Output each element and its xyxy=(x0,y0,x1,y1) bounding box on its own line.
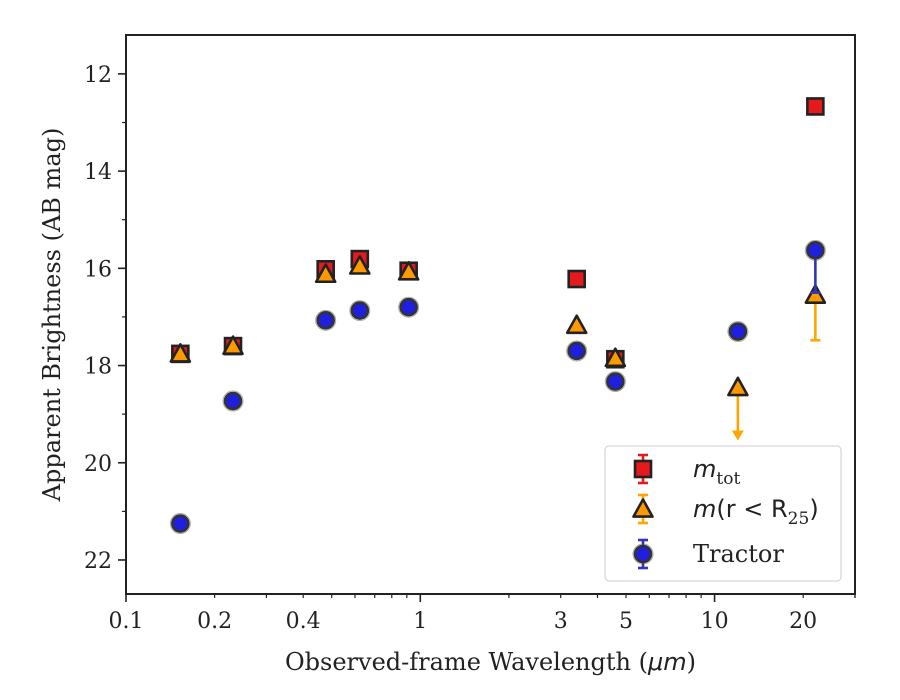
data-point-halo xyxy=(222,390,244,412)
x-tick-label: 20 xyxy=(789,609,817,634)
data-point xyxy=(314,263,337,284)
plot-area: 0.1 0.2 0.4 1 3 5 10 20 12 14 16 18 20 22 xyxy=(84,34,856,634)
legend-item-m-tot: mtot xyxy=(633,453,740,489)
data-point-halo xyxy=(804,239,826,261)
legend-symbol-halo xyxy=(632,543,654,565)
series-circle xyxy=(169,239,826,535)
data-point xyxy=(316,311,335,330)
data-point xyxy=(567,269,587,289)
y-tick-label: 12 xyxy=(84,63,112,88)
y-axis-label: Apparent Brightness (AB mag) xyxy=(38,128,66,503)
data-point xyxy=(728,322,748,341)
y-tick-label: 20 xyxy=(84,452,112,477)
data-point-halo xyxy=(604,371,626,393)
y-tick-label: 14 xyxy=(84,160,112,185)
x-tick-label: 5 xyxy=(619,609,633,634)
data-point xyxy=(222,335,244,355)
x-tick-label: 0.2 xyxy=(197,609,232,634)
data-point xyxy=(350,301,370,320)
plot-frame xyxy=(125,34,856,595)
data-point xyxy=(567,341,587,361)
data-point xyxy=(606,372,625,391)
legend-marker-circle xyxy=(632,538,654,570)
data-point-halo xyxy=(727,321,749,343)
data-point-halo xyxy=(349,300,371,322)
data-point xyxy=(806,241,825,260)
data-markers xyxy=(169,97,827,535)
upper-limit-arrowhead xyxy=(731,430,744,441)
x-tick-label: 0.4 xyxy=(286,609,321,634)
data-point-halo xyxy=(315,309,337,331)
legend-symbol xyxy=(633,459,653,479)
legend-label-m-tot: mtot xyxy=(693,455,740,489)
x-tick-label: 1 xyxy=(413,609,427,634)
legend-box xyxy=(604,445,842,582)
y-axis: 12 14 16 18 20 22 xyxy=(84,63,126,574)
legend-symbol xyxy=(632,498,654,518)
data-point xyxy=(397,260,420,281)
y-tick-label: 18 xyxy=(84,355,112,380)
data-point-halo xyxy=(169,513,191,535)
x-tick-label: 10 xyxy=(701,609,729,634)
data-point xyxy=(223,391,243,411)
data-point xyxy=(399,297,418,317)
x-axis: 0.1 0.2 0.4 1 3 5 10 20 xyxy=(109,594,856,634)
legend-marker-triangle xyxy=(632,493,654,525)
data-point-halo xyxy=(566,340,588,362)
data-point-halo xyxy=(398,296,420,318)
data-point xyxy=(171,514,190,533)
data-point xyxy=(804,284,827,304)
data-point xyxy=(349,255,371,275)
legend-item-tractor: Tractor xyxy=(632,538,784,570)
y-tick-label: 16 xyxy=(84,257,112,282)
legend-symbol xyxy=(633,544,653,564)
data-point xyxy=(806,97,825,116)
legend-marker-square xyxy=(633,453,653,485)
series-triangle xyxy=(169,255,827,441)
legend: mtot m(r < R25) Tractor xyxy=(604,445,842,582)
data-point xyxy=(727,376,749,397)
legend-item-m-r25: m(r < R25) xyxy=(632,493,819,529)
legend-label-tractor: Tractor xyxy=(693,540,784,568)
legend-label-m-r25: m(r < R25) xyxy=(693,495,819,529)
x-tick-label: 0.1 xyxy=(109,609,144,634)
x-tick-label: 3 xyxy=(554,609,568,634)
x-axis-label: Observed-frame Wavelength (μm) xyxy=(285,648,696,676)
data-point xyxy=(565,314,588,335)
series-square xyxy=(171,97,825,369)
y-tick-label: 22 xyxy=(84,549,112,574)
data-point xyxy=(169,343,192,363)
data-point xyxy=(604,347,627,368)
